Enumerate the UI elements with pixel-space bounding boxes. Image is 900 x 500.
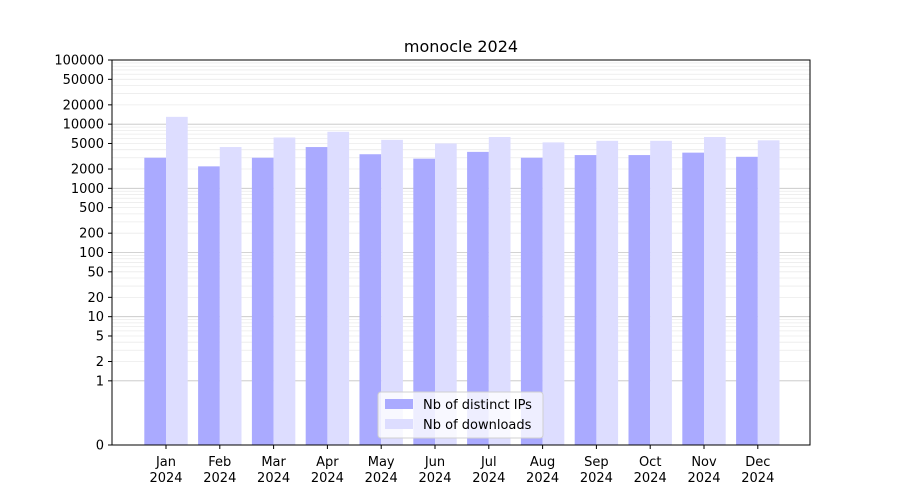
x-tick-label: May 2024 [365,455,398,486]
bar-downloads [327,131,350,446]
y-tick-label: 50000 [63,73,104,88]
y-tick-label: 500 [79,201,104,216]
bar-downloads [757,140,780,446]
y-tick-label: 10000 [63,118,104,133]
x-tick-label: Jun 2024 [418,455,451,486]
y-tick-label: 1 [96,374,104,389]
bar-distinct-ips [574,155,597,446]
y-tick-label: 10 [87,310,104,325]
bar-distinct-ips [736,156,758,445]
x-tick-label: Jan 2024 [149,455,182,486]
bar-distinct-ips [144,157,166,445]
bar-downloads [704,137,726,446]
y-tick-label: 20 [87,291,104,306]
chart-title: monocle 2024 [404,37,518,56]
y-tick-label: 1000 [71,182,104,197]
y-tick-label: 100000 [54,54,104,69]
legend-swatch [385,399,413,409]
bar-downloads [381,139,403,445]
x-axis: Jan 2024 Feb 2024 Mar 2024 Apr 2024 May 2024 Jun 20… [149,445,774,486]
legend-box [377,391,544,439]
bar-distinct-ips [682,152,704,445]
y-tick-label: 2000 [71,163,104,178]
x-tick-label: Aug 2024 [526,455,559,486]
legend-label: Nb of distinct IPs [423,398,532,413]
y-tick-label: 0 [96,439,104,454]
y-tick-label: 100 [79,246,104,261]
x-tick-label: Sep 2024 [580,455,613,486]
y-tick-label: 5000 [71,137,104,152]
bar-distinct-ips [628,155,651,446]
bar-downloads [435,143,457,445]
bar-downloads [488,137,511,446]
bar-distinct-ips [413,158,435,446]
bar-distinct-ips [520,157,543,445]
y-tick-label: 200 [79,227,104,242]
legend-swatch [385,419,413,429]
x-tick-label: Jul 2024 [472,455,505,486]
bar-distinct-ips [467,151,489,445]
x-tick-label: Apr 2024 [311,455,344,486]
y-axis: 0 1 2 5 10 20 50 100 200 500 1000 2000 5000 10000 2000… [54,54,112,454]
legend-label: Nb of downloads [423,418,532,433]
x-tick-label: Mar 2024 [257,455,290,486]
bar-distinct-ips [359,154,382,445]
bar-downloads [219,147,242,446]
bar-distinct-ips [198,166,220,445]
x-tick-label: Dec 2024 [741,455,774,486]
y-tick-label: 20000 [63,98,104,113]
x-tick-label: Feb 2024 [203,455,236,486]
y-tick-label: 50 [87,265,104,280]
x-tick-label: Oct 2024 [634,455,667,486]
y-tick-label: 5 [96,329,104,344]
bar-distinct-ips [305,147,328,446]
y-tick-label: 2 [96,355,104,370]
bar-downloads [542,142,565,446]
legend: Nb of distinct IPs Nb of downloads [377,391,544,439]
x-tick-label: Nov 2024 [687,455,720,486]
bar-distinct-ips [251,157,274,445]
bar-downloads [596,140,619,445]
bar-downloads [273,137,296,445]
bar-downloads [166,116,188,446]
bar-downloads [650,140,672,445]
bars-layer [144,116,780,446]
